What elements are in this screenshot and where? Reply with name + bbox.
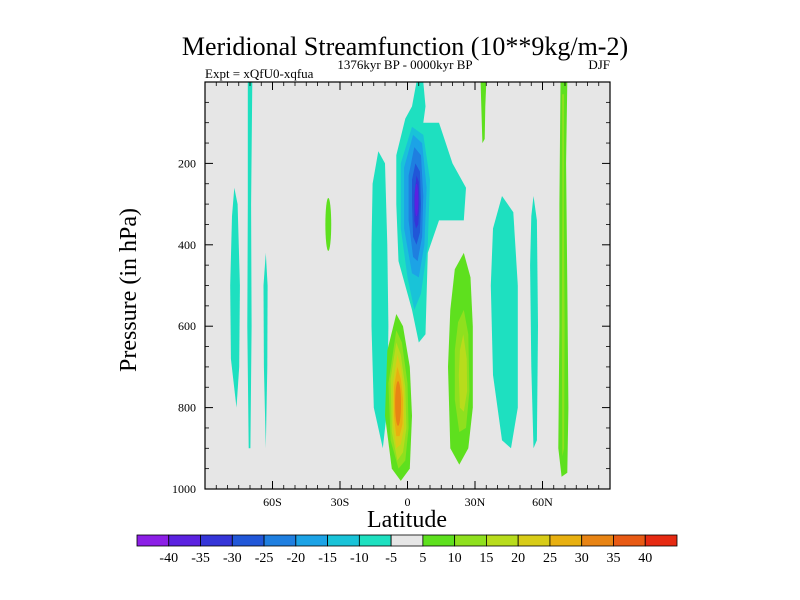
colorbar-label: -30 <box>223 551 242 566</box>
colorbar-label: -5 <box>385 551 397 566</box>
colorbar-swatch <box>295 534 328 547</box>
band-thin-60S <box>247 82 253 449</box>
colorbar-label: 10 <box>448 551 462 566</box>
x-tick-label: 0 <box>405 495 411 509</box>
band-75S <box>230 187 240 408</box>
colorbar-swatch <box>613 534 646 547</box>
x-tick-label: 60S <box>263 495 282 509</box>
colorbar-swatch <box>231 534 265 547</box>
y-tick-label: 400 <box>178 238 196 252</box>
band-15S <box>371 151 389 449</box>
y-axis-label: Pressure (in hPa) <box>116 208 142 372</box>
y-tick-label: 600 <box>178 319 196 333</box>
colorbar-swatch <box>644 534 678 547</box>
contour-fills <box>230 82 569 481</box>
colorbar-swatch <box>454 534 487 547</box>
colorbar-swatch <box>486 534 519 547</box>
time-range-label: 1376kyr BP - 0000kyr BP <box>337 57 472 72</box>
band-33N <box>480 82 487 144</box>
colorbar-label: -40 <box>159 551 178 566</box>
band-63S <box>263 252 268 449</box>
colorbar-label: -20 <box>286 551 305 566</box>
colorbar-swatch <box>200 534 233 547</box>
x-tick-label: 30N <box>465 495 486 509</box>
colorbar-swatch <box>263 534 297 547</box>
colorbar-label: 35 <box>606 551 620 566</box>
y-tick-label: 200 <box>178 156 196 170</box>
x-tick-label: 30S <box>331 495 350 509</box>
colorbar-label: -25 <box>255 551 274 566</box>
x-axis: 60S 30S 0 30N 60N <box>215 82 600 509</box>
colorbar-label: 15 <box>479 551 493 566</box>
lower-cell-core <box>395 381 401 426</box>
upper-cell-core <box>414 183 419 217</box>
cell-40N <box>490 196 518 449</box>
y-tick-label: 800 <box>178 401 196 415</box>
x-axis-label: Latitude <box>367 507 447 533</box>
patch-35S <box>325 197 332 251</box>
season-label: DJF <box>588 57 610 72</box>
y-tick-label: 1000 <box>172 482 196 496</box>
colorbar-swatch <box>390 534 424 547</box>
colorbar-label: 40 <box>638 551 652 566</box>
x-tick-label: 60N <box>532 495 553 509</box>
band-70N-core <box>561 94 565 457</box>
colorbar-label: 30 <box>575 551 589 566</box>
colorbar-swatch <box>517 534 551 547</box>
chart-title: Meridional Streamfunction (10**9kg/m-2) <box>182 32 628 61</box>
band-57N <box>530 196 538 449</box>
colorbar-swatch <box>136 534 170 547</box>
y-axis: 200 400 600 800 1000 <box>172 101 610 496</box>
colorbar: -40 -35 -30 -25 -20 -15 -10 -5 5 10 15 20 25 30 35 40 <box>136 534 678 566</box>
experiment-label: Expt = xQfU0-xqfua <box>205 66 314 81</box>
colorbar-label: -15 <box>318 551 337 566</box>
colorbar-swatch <box>327 534 360 547</box>
colorbar-label: 5 <box>419 551 426 566</box>
colorbar-label: -35 <box>191 551 210 566</box>
cell-25N-level-15 <box>458 334 468 412</box>
colorbar-label: -10 <box>350 551 369 566</box>
colorbar-label: 20 <box>511 551 525 566</box>
colorbar-swatch <box>358 534 392 547</box>
colorbar-label: 25 <box>543 551 557 566</box>
plot-area: 60S 30S 0 30N 60N 200 400 600 800 1000 <box>172 81 611 509</box>
colorbar-swatch <box>581 534 614 547</box>
colorbar-swatch <box>422 534 456 547</box>
colorbar-swatch <box>168 534 201 547</box>
colorbar-swatch <box>549 534 583 547</box>
